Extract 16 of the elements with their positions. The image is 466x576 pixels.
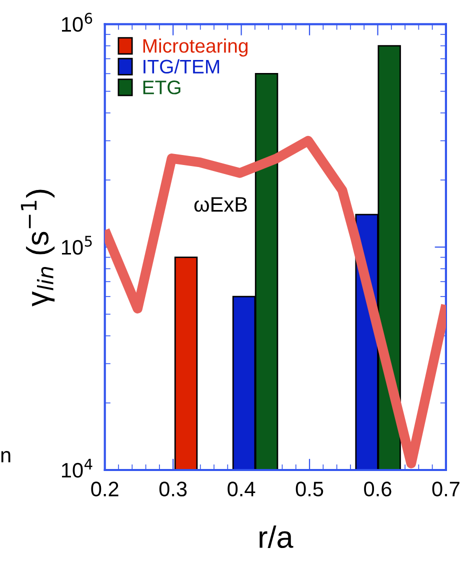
legend-label: ETG [143,80,180,94]
x-tick-label: 0.6 [364,482,392,496]
x-tick-label: 0.2 [91,482,118,496]
y-axis-title: γ$_{lin}$ (s$^{−1}$) [20,190,55,306]
x-tick-label: 0.4 [228,482,256,496]
y-tick-label: 10$^{6}$ [62,12,92,32]
x-axis-title: r/a [260,526,294,548]
x-tick-label: 0.3 [159,482,187,496]
text: n [1,451,10,462]
annotation: ωExB [194,197,247,212]
legend-label: ITG/TEM [144,59,220,74]
legend-label: Microtearing [143,38,248,57]
y-tick-label: 10$^{4}$ [62,458,92,478]
x-tick-label: 0.5 [296,482,324,496]
x-tick-label: 0.7 [432,482,460,496]
y-tick-label: 10$^{5}$ [62,236,92,255]
